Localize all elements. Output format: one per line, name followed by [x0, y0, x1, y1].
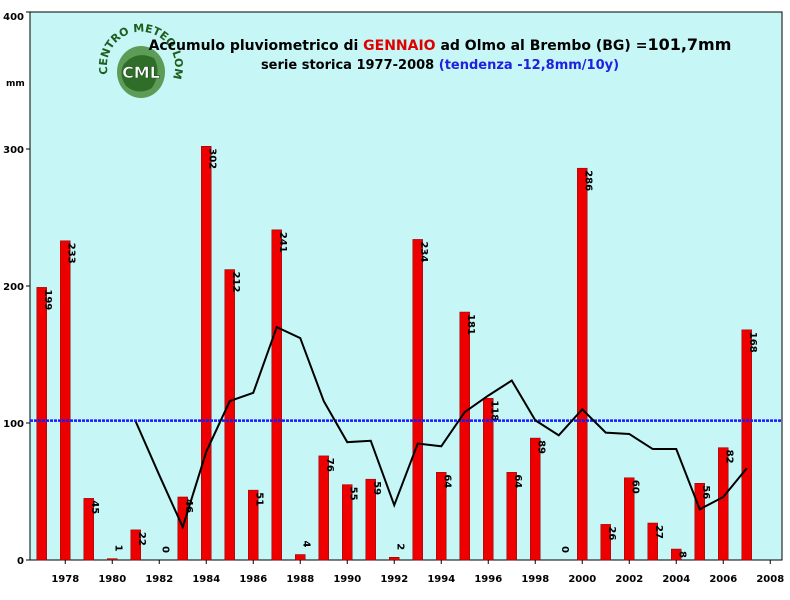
x-tick-label-1984: 1984: [192, 574, 220, 585]
chart-title: Accumulo pluviometrico di GENNAIO ad Olm…: [140, 35, 740, 54]
x-tick-label-1980: 1980: [98, 574, 126, 585]
x-tick-label-1998: 1998: [521, 574, 549, 585]
title-prefix: Accumulo pluviometrico di: [148, 38, 364, 54]
bar-label-1986: 51: [253, 492, 264, 506]
bar-1989: [318, 455, 329, 561]
y-tick-label-400: 400: [3, 12, 24, 23]
bar-1988: [295, 554, 306, 561]
bar-2006: [718, 447, 729, 561]
x-tick-label-1988: 1988: [286, 574, 314, 585]
y-tick-label-300: 300: [3, 145, 24, 156]
title-location: ad Olmo al Brembo (BG) =: [435, 38, 648, 54]
bar-label-2007: 168: [747, 332, 758, 353]
x-tick-label-1994: 1994: [427, 574, 455, 585]
y-tick-label-200: 200: [3, 282, 24, 293]
bars-group: [36, 146, 752, 561]
bar-1981: [130, 529, 141, 561]
bar-2001: [600, 524, 611, 561]
logo-initials: CML: [122, 63, 160, 82]
bar-2000: [577, 167, 588, 561]
x-tick-label-2008: 2008: [756, 574, 784, 585]
bar-label-1992: 2: [394, 543, 405, 550]
x-tick-label-1978: 1978: [51, 574, 79, 585]
bar-label-2002: 60: [629, 480, 640, 494]
bar-label-1983: 46: [183, 499, 194, 513]
bar-1993: [412, 239, 423, 561]
bar-label-1989: 76: [324, 458, 335, 472]
bar-label-2001: 26: [606, 526, 617, 540]
bar-1984: [201, 146, 212, 561]
bar-1992: [389, 557, 400, 561]
cml-logo: CENTRO METEO LOMBARDO CML: [96, 12, 185, 98]
y-tick-label-0: 0: [17, 556, 24, 567]
bar-label-1995: 181: [465, 314, 476, 335]
bar-label-2005: 56: [700, 485, 711, 499]
x-tick-label-2004: 2004: [662, 574, 690, 585]
x-tick-label-2000: 2000: [568, 574, 596, 585]
y-axis-label: mm: [6, 79, 25, 89]
x-axis: 1978 1980 1982 1984 1986 1988 1990 1992 1994 1996…: [51, 560, 784, 585]
bar-label-2004: 8: [676, 551, 687, 558]
bar-label-1977: 199: [42, 289, 53, 310]
title-month: GENNAIO: [363, 38, 436, 54]
bar-label-1984: 302: [206, 148, 217, 169]
y-axis: 0 100 200 300 400: [3, 11, 30, 567]
bar-1978: [60, 240, 71, 561]
bar-label-1988: 4: [300, 541, 311, 548]
bar-label-1993: 234: [418, 241, 429, 262]
x-tick-label-1990: 1990: [333, 574, 361, 585]
bar-2007: [741, 329, 752, 561]
x-tick-label-1982: 1982: [145, 574, 173, 585]
plot-area: [29, 11, 783, 561]
bar-label-1978: 233: [65, 243, 76, 264]
moving-average-line: [134, 325, 748, 530]
subtitle-series: serie storica 1977-2008: [260, 58, 439, 73]
bar-label-1999: 0: [559, 546, 570, 553]
bar-label-1997: 64: [512, 474, 523, 488]
bar-1997: [506, 472, 517, 561]
bar-label-1991: 59: [371, 481, 382, 495]
bar-2005: [694, 483, 705, 561]
bar-label-1981: 22: [136, 532, 147, 546]
bar-1977: [36, 287, 47, 561]
x-tick-label-2006: 2006: [709, 574, 737, 585]
logo-map-detail: [121, 55, 158, 92]
bar-labels-group: 199 233 45 1 22 0 46 302 212 51 241 4 76 55 59 2 234 64 18…: [42, 148, 758, 558]
bar-1991: [365, 478, 376, 561]
x-tick-label-1992: 1992: [380, 574, 408, 585]
bar-1987: [271, 229, 282, 561]
bar-label-1990: 55: [347, 487, 358, 501]
x-tick-label-1996: 1996: [474, 574, 502, 585]
bar-1995: [459, 311, 470, 561]
bar-label-1982: 0: [159, 546, 170, 553]
bar-1979: [83, 498, 94, 561]
bar-1980: [107, 558, 118, 561]
bar-label-1979: 45: [89, 500, 100, 514]
bar-label-1994: 64: [441, 474, 452, 488]
bar-1998: [530, 437, 541, 561]
bar-2003: [647, 522, 658, 561]
bar-label-2006: 82: [723, 450, 734, 464]
x-tick-label-2002: 2002: [615, 574, 643, 585]
bar-1985: [224, 269, 235, 561]
bar-label-2000: 286: [582, 170, 593, 191]
chart-subtitle: serie storica 1977-2008 (tendenza -12,8m…: [140, 58, 740, 73]
subtitle-trend: (tendenza -12,8mm/10y): [438, 58, 620, 73]
title-value: 101,7mm: [647, 35, 732, 54]
x-tick-label-1986: 1986: [239, 574, 267, 585]
bar-label-1985: 212: [230, 272, 241, 293]
bar-label-1998: 89: [535, 440, 546, 454]
bar-label-1996: 118: [488, 400, 499, 421]
bar-label-1980: 1: [112, 545, 123, 552]
y-tick-label-100: 100: [3, 419, 24, 430]
bar-label-1987: 241: [277, 232, 288, 253]
bar-1996: [483, 398, 494, 561]
bar-label-2003: 27: [653, 525, 664, 539]
